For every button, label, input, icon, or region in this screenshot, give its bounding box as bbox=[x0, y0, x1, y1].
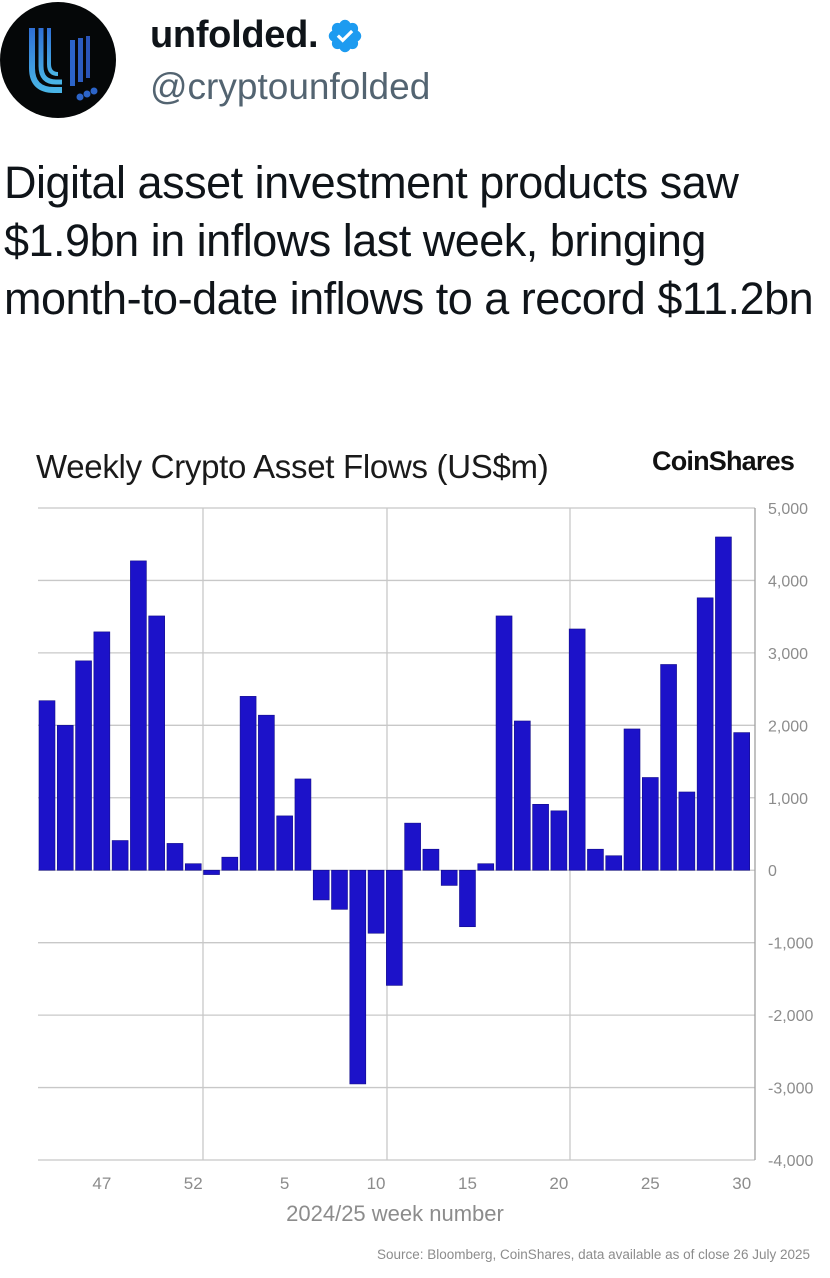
bar-week-28 bbox=[696, 597, 714, 871]
y-tick-label: -2,000 bbox=[768, 1008, 813, 1025]
y-axis: 5,000 4,000 3,000 2,000 1,000 0 -1,000 -2,000 -3… bbox=[768, 501, 813, 1170]
bar-week-6 bbox=[294, 778, 312, 871]
y-tick-label: 3,000 bbox=[768, 646, 808, 663]
x-tick-label: 52 bbox=[184, 1174, 203, 1193]
bar-week-46 bbox=[75, 660, 92, 871]
bar-week-21 bbox=[568, 628, 586, 871]
bar-week-29 bbox=[715, 536, 732, 871]
bar-week-14 bbox=[440, 869, 458, 886]
author-display-name[interactable]: unfolded. bbox=[150, 14, 319, 56]
bar-week-24 bbox=[623, 728, 641, 871]
y-tick-label: 1,000 bbox=[768, 791, 808, 808]
bar-week-50 bbox=[148, 615, 165, 871]
bar-week-19 bbox=[532, 803, 549, 871]
x-axis-title: 2024/25 week number bbox=[286, 1201, 504, 1226]
bar-week-11 bbox=[386, 869, 403, 986]
bar-week-27 bbox=[678, 791, 696, 871]
bar-week-23 bbox=[605, 855, 623, 871]
bar-week-18 bbox=[514, 720, 531, 871]
y-tick-label: -4,000 bbox=[768, 1153, 813, 1170]
bar-week-15 bbox=[459, 869, 476, 928]
bar-week-44 bbox=[38, 700, 56, 871]
bar-week-52 bbox=[184, 863, 202, 871]
y-tick-label: -1,000 bbox=[768, 936, 813, 953]
bar-week-3 bbox=[239, 696, 257, 871]
bar-week-45 bbox=[56, 725, 74, 871]
bar-week-47 bbox=[93, 631, 111, 871]
x-tick-label: 10 bbox=[367, 1174, 386, 1193]
bar-week-20 bbox=[550, 810, 568, 871]
y-tick-label: 2,000 bbox=[768, 718, 808, 735]
bar-week-16 bbox=[477, 863, 495, 871]
source-note: Source: Bloomberg, CoinShares, data avai… bbox=[376, 1247, 810, 1262]
y-tick-label: 5,000 bbox=[768, 501, 808, 518]
y-tick-label: -3,000 bbox=[768, 1081, 813, 1098]
author-name-row[interactable]: unfolded. bbox=[150, 14, 364, 57]
bar-week-10 bbox=[367, 869, 385, 934]
unfolded-logo-icon bbox=[29, 28, 98, 101]
x-tick-label: 5 bbox=[280, 1174, 289, 1193]
bar-week-9 bbox=[349, 869, 367, 1085]
x-tick-label: 47 bbox=[92, 1174, 111, 1193]
x-tick-label: 15 bbox=[458, 1174, 477, 1193]
x-axis: 47 52 5 10 15 20 25 30 bbox=[92, 1174, 751, 1193]
bar-week-17 bbox=[495, 615, 513, 871]
x-tick-label: 20 bbox=[549, 1174, 568, 1193]
bar-week-7 bbox=[312, 869, 330, 901]
bar-week-12 bbox=[404, 822, 421, 871]
bar-week-30 bbox=[733, 732, 751, 871]
post-text: Digital asset investment products saw $1… bbox=[4, 157, 814, 324]
bar-week-48 bbox=[111, 840, 129, 871]
bar-week-49 bbox=[130, 560, 147, 871]
bar-week-22 bbox=[587, 848, 604, 871]
chart-bars bbox=[38, 536, 751, 1085]
coinshares-logo: CoinShares bbox=[652, 446, 795, 476]
chart-title: Weekly Crypto Asset Flows (US$m) bbox=[36, 448, 549, 485]
verified-badge-icon bbox=[329, 19, 362, 52]
avatar[interactable] bbox=[0, 2, 116, 118]
bar-week-13 bbox=[422, 848, 440, 871]
bar-week-26 bbox=[660, 664, 677, 871]
x-tick-label: 25 bbox=[641, 1174, 660, 1193]
bar-week-4 bbox=[258, 714, 275, 871]
bar-week-51 bbox=[166, 843, 184, 871]
y-tick-label: 0 bbox=[768, 863, 777, 880]
bar-week-25 bbox=[642, 777, 659, 871]
bar-week-8 bbox=[331, 869, 348, 910]
bar-week-2 bbox=[221, 856, 239, 871]
y-tick-label: 4,000 bbox=[768, 573, 808, 590]
x-tick-label: 30 bbox=[732, 1174, 751, 1193]
bar-week-1 bbox=[203, 869, 220, 875]
bar-week-5 bbox=[276, 815, 293, 871]
author-handle[interactable]: @cryptounfolded bbox=[150, 66, 431, 107]
